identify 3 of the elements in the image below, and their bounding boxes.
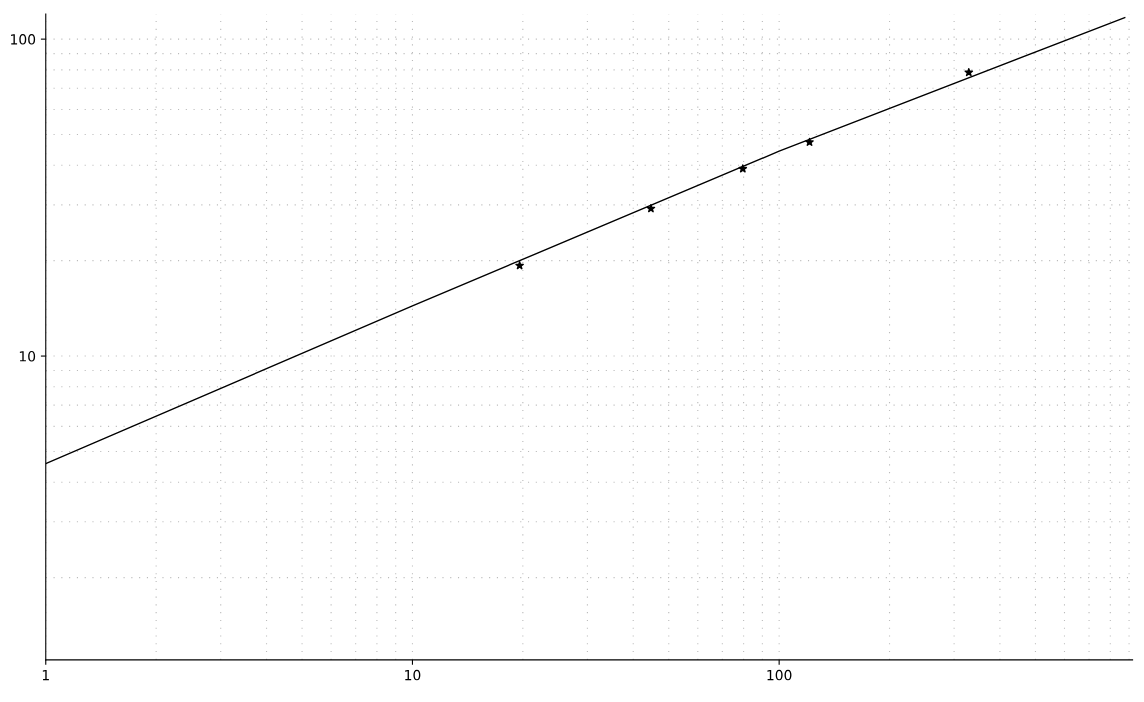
x-tick-label: 100 [767, 669, 792, 681]
x-tick-label: 1 [42, 670, 49, 681]
x-tick-label: 10 [405, 669, 421, 681]
